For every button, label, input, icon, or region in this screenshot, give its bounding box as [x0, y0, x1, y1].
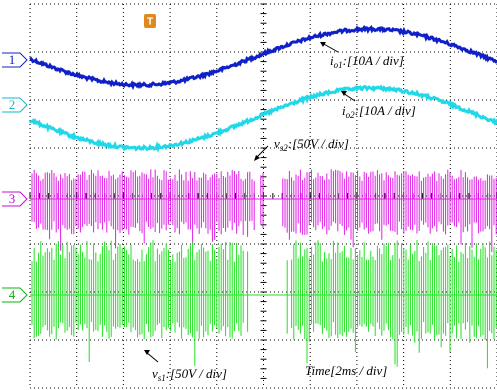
channel-label: vs1:[50V / div] — [152, 366, 227, 383]
time-scale: Time[2ms / div] — [305, 363, 387, 378]
subscript: o1 — [334, 60, 343, 70]
scale: :[10A / div] — [355, 103, 416, 118]
trigger-label: T — [147, 17, 153, 28]
scale: :[50V / div] — [288, 136, 349, 151]
trigger-marker: T — [144, 14, 156, 28]
channel-marker: 2 — [9, 97, 16, 112]
channel-label: io1:[10A / div] — [330, 53, 404, 70]
channel-marker: 4 — [9, 287, 16, 302]
scale: :[50V / div] — [166, 366, 227, 381]
channel-label: vs2:[50V / div] — [274, 136, 349, 153]
arrow-head — [254, 155, 260, 161]
channel-markers: 1 2 3 4 — [2, 52, 27, 302]
oscilloscope-screen: T 1 2 3 4 io1:[10A / div] io2:[10A / div] v… — [0, 0, 497, 390]
scale: :[10A / div] — [343, 53, 404, 68]
channel-label: io2:[10A / div] — [342, 103, 416, 120]
channel-marker: 1 — [9, 52, 16, 67]
voltage-trace — [30, 169, 497, 252]
subscript: s1 — [158, 373, 166, 383]
waveforms — [30, 28, 497, 369]
channel-marker: 3 — [9, 191, 16, 206]
